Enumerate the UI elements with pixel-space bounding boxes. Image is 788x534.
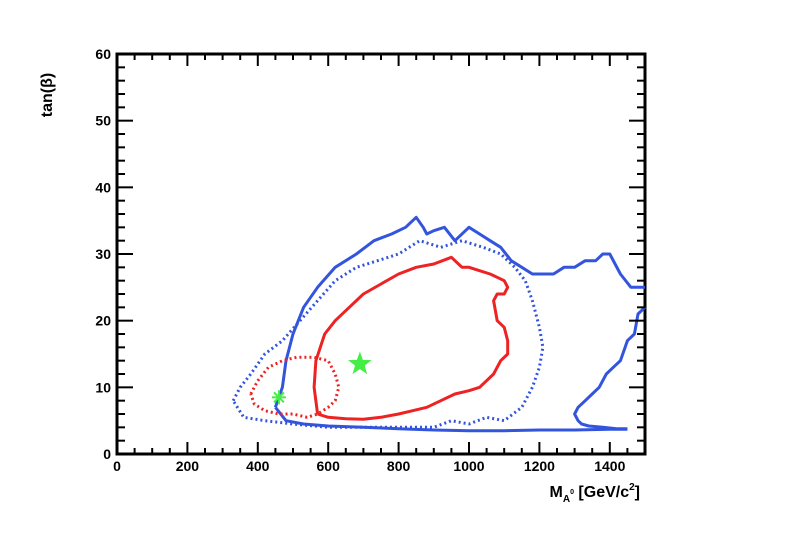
x-axis-title: MA0 [GeV/c2] [550, 482, 641, 505]
marker-layer [271, 351, 372, 405]
x-tick-label: 600 [317, 458, 341, 474]
contour-line-solid [273, 215, 645, 408]
contour-line-solid [274, 406, 628, 433]
x-axis-title-main: M [550, 484, 563, 501]
y-tick-label: 10 [95, 379, 111, 395]
x-tick-label: 1200 [524, 458, 555, 474]
best-fit-star-marker [347, 351, 372, 375]
x-axis-title-units-sup: 2 [629, 482, 635, 493]
y-tick-label: 50 [95, 113, 111, 129]
x-tick-label: 0 [113, 458, 121, 474]
x-axis-title-units-close: ] [635, 484, 640, 501]
plot-area-border [115, 52, 647, 456]
y-tick-label: 30 [95, 246, 111, 262]
x-axis-title-sub: A [563, 494, 570, 505]
x-tick-label: 800 [387, 458, 411, 474]
x-tick-label: 200 [176, 458, 200, 474]
x-axis-title-units: [GeV/c [574, 484, 629, 501]
y-axis-title: tan(β) [39, 73, 56, 117]
y-tick-label: 40 [95, 179, 111, 195]
tick-layer: 0 200 400 600 800 1000 1200 1400 0 10 20 30 40 50 60 [95, 46, 646, 474]
y-tick-label: 60 [95, 46, 111, 62]
asterisk-marker [271, 390, 286, 405]
contour-line-dotted [231, 239, 545, 429]
y-tick-label: 20 [95, 313, 111, 329]
x-tick-label: 1400 [594, 458, 625, 474]
x-tick-label: 1000 [453, 458, 484, 474]
series-layer [231, 215, 647, 433]
x-tick-label: 400 [246, 458, 270, 474]
contour-line-solid [573, 306, 647, 431]
x-axis-title-sub-sup: 0 [570, 489, 574, 496]
plot-frame [115, 52, 647, 456]
contour-line-dotted [249, 355, 341, 419]
y-tick-label: 0 [103, 446, 111, 462]
asterisk-stroke [273, 391, 285, 403]
contour-line-solid [312, 255, 510, 421]
